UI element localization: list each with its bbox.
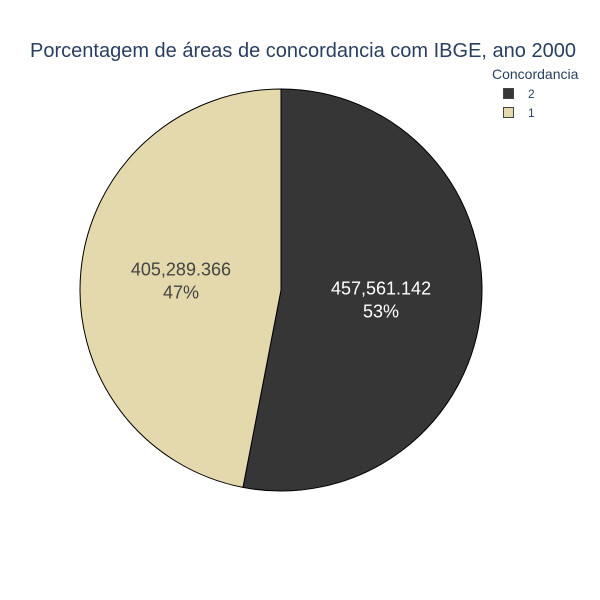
pie-slice-1[interactable] <box>79 88 282 488</box>
legend-item-2[interactable]: 2 <box>492 84 578 103</box>
chart-title: Porcentagem de áreas de concordancia com… <box>30 40 576 62</box>
slice-percent-label-1: 47% <box>163 282 199 302</box>
legend-label-2: 2 <box>528 86 535 101</box>
slice-percent-label-2: 53% <box>363 302 399 322</box>
legend-swatch-2 <box>503 88 514 99</box>
slice-value-label-2: 457,561.142 <box>331 279 431 299</box>
legend-swatch-1 <box>503 107 514 118</box>
slice-value-label-1: 405,289.366 <box>131 259 231 279</box>
legend-item-1[interactable]: 1 <box>492 103 578 122</box>
legend: Concordancia 2 1 <box>492 66 578 122</box>
pie-slice-2[interactable] <box>242 88 483 492</box>
legend-label-1: 1 <box>528 105 535 120</box>
legend-title: Concordancia <box>492 66 579 82</box>
